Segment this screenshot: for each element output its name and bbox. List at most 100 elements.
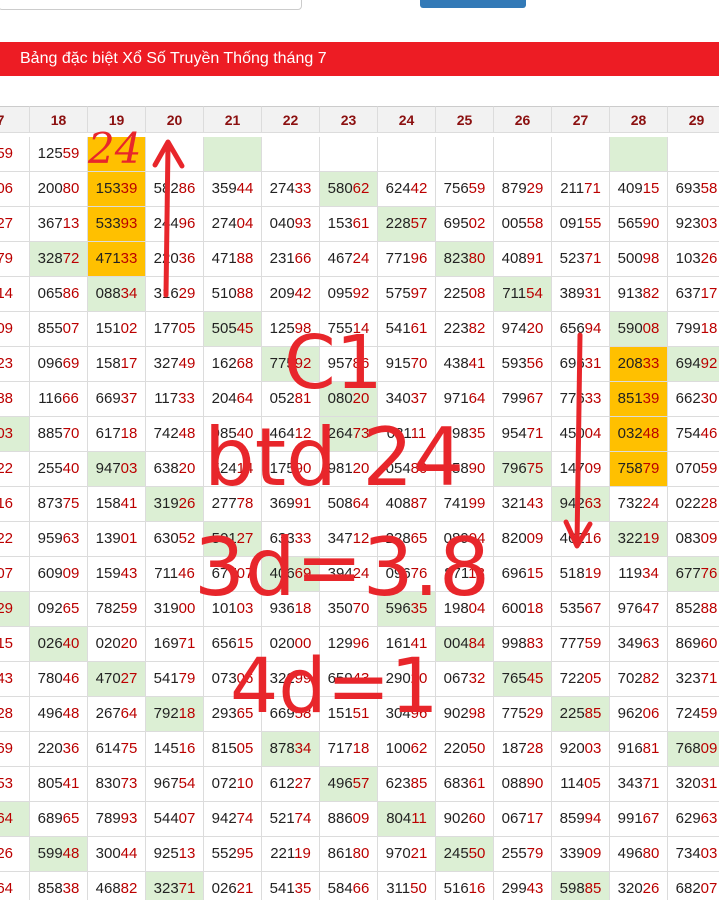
result-cell: 75514	[320, 312, 378, 347]
result-cell: 71154	[494, 277, 552, 312]
result-cell: 10103	[204, 592, 262, 627]
result-cell: 82009	[494, 522, 552, 557]
result-cell: 75446	[668, 417, 719, 452]
result-cell: 69502	[436, 207, 494, 242]
column-header: 19	[88, 106, 146, 133]
result-cell: 72459	[668, 697, 719, 732]
result-cell: 11934	[610, 557, 668, 592]
result-cell: 69615	[494, 557, 552, 592]
result-cell: 46412	[262, 417, 320, 452]
result-cell: 323	[0, 347, 30, 382]
result-cell: 47133	[88, 242, 146, 277]
result-cell: 72205	[552, 662, 610, 697]
result-cell: 779	[0, 242, 30, 277]
result-cell: 32371	[668, 662, 719, 697]
result-cell: 15151	[320, 697, 378, 732]
result-cell: 75879	[610, 452, 668, 487]
result-cell: 18728	[494, 732, 552, 767]
result-cell: 67776	[668, 557, 719, 592]
result-cell: 509	[0, 312, 30, 347]
result-cell: 57597	[378, 277, 436, 312]
search-button[interactable]	[420, 0, 526, 8]
result-cell: 22050	[436, 732, 494, 767]
result-cell: 15817	[88, 347, 146, 382]
result-cell: 09155	[552, 207, 610, 242]
result-cell: 29943	[494, 872, 552, 900]
result-cell: 49680	[610, 837, 668, 872]
result-cell: 61475	[88, 732, 146, 767]
result-cell: 73224	[610, 487, 668, 522]
result-cell: 53567	[552, 592, 610, 627]
result-cell: 05281	[262, 382, 320, 417]
result-cell: 02020	[88, 627, 146, 662]
result-cell: 78046	[30, 662, 88, 697]
result-cell: 515	[0, 627, 30, 662]
result-cell: 20464	[204, 382, 262, 417]
result-cell: 08309	[668, 522, 719, 557]
result-cell: 78993	[88, 802, 146, 837]
result-cell	[146, 137, 204, 172]
result-cell: 964	[0, 872, 30, 900]
result-cell: 68361	[436, 767, 494, 802]
result-cell: 75659	[436, 172, 494, 207]
result-cell: 59356	[494, 347, 552, 382]
result-cell: 91570	[378, 347, 436, 382]
result-cell: 86180	[320, 837, 378, 872]
result-cell: 03111	[378, 417, 436, 452]
result-cell: 04093	[262, 207, 320, 242]
result-cell: 50545	[204, 312, 262, 347]
result-cell: 07059	[668, 452, 719, 487]
result-cell: 09592	[320, 277, 378, 312]
result-cell	[552, 137, 610, 172]
search-box[interactable]	[0, 0, 302, 10]
column-header: 27	[552, 106, 610, 133]
result-cell: 31629	[146, 277, 204, 312]
result-cell: 007	[0, 557, 30, 592]
result-cell: 15890	[436, 452, 494, 487]
result-cell: 76809	[668, 732, 719, 767]
result-cell: 91681	[610, 732, 668, 767]
result-cell: 20080	[30, 172, 88, 207]
result-cell: 97420	[494, 312, 552, 347]
result-cell: 19804	[436, 592, 494, 627]
result-cell: 36991	[262, 487, 320, 522]
result-cell: 87834	[262, 732, 320, 767]
result-cell: 21171	[552, 172, 610, 207]
result-cell: 90298	[436, 697, 494, 732]
result-cell: 54407	[146, 802, 204, 837]
result-cell: 16268	[204, 347, 262, 382]
result-cell: 59948	[30, 837, 88, 872]
result-cell: 06732	[436, 662, 494, 697]
column-header: 28	[610, 106, 668, 133]
result-cell: 09676	[378, 557, 436, 592]
result-cell: 09265	[30, 592, 88, 627]
title-banner: Bảng đặc biệt Xổ Số Truyền Thống tháng 7	[0, 42, 719, 76]
result-cell: 31926	[146, 487, 204, 522]
result-cell: 80541	[30, 767, 88, 802]
result-cell: 314	[0, 277, 30, 312]
result-cell: 29020	[378, 662, 436, 697]
result-cell: 63717	[668, 277, 719, 312]
result-cell: 43841	[436, 347, 494, 382]
result-cell: 79967	[494, 382, 552, 417]
result-cell: 32219	[610, 522, 668, 557]
column-header: 23	[320, 106, 378, 133]
result-cell: 27433	[262, 172, 320, 207]
result-cell: 68965	[30, 802, 88, 837]
result-cell: 97164	[436, 382, 494, 417]
result-cell: 79218	[146, 697, 204, 732]
column-header: 22	[262, 106, 320, 133]
result-cell: 94263	[552, 487, 610, 522]
result-cell: 34963	[610, 627, 668, 662]
result-cell: 58466	[320, 872, 378, 900]
result-cell: 22382	[436, 312, 494, 347]
result-cell: 59008	[610, 312, 668, 347]
result-cell: 97647	[610, 592, 668, 627]
result-cell: 503	[0, 417, 30, 452]
result-cell: 27778	[204, 487, 262, 522]
column-header: 25	[436, 106, 494, 133]
result-cell: 23166	[262, 242, 320, 277]
result-cell: 85139	[610, 382, 668, 417]
result-cell	[88, 137, 146, 172]
